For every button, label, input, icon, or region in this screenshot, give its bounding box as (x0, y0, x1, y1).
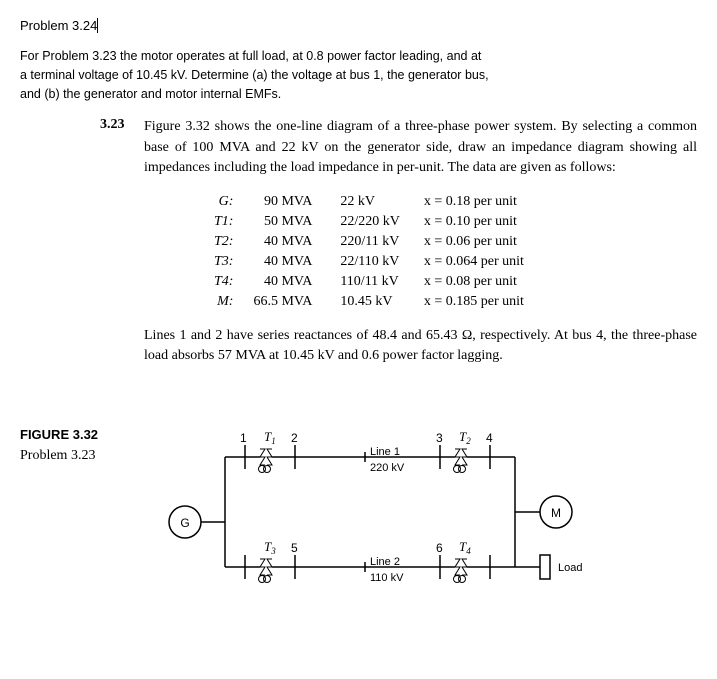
line1-voltage: 220 kV (370, 462, 405, 474)
ref-problem-body: Figure 3.32 shows the one-line diagram o… (144, 117, 697, 366)
bus3-label: 3 (436, 431, 443, 445)
figure-subtitle: Problem 3.23 (20, 448, 160, 464)
svg-text:T4: T4 (459, 539, 471, 556)
figure-caption: FIGURE 3.32 Problem 3.23 (20, 427, 160, 617)
line2-voltage: 110 kV (370, 572, 404, 584)
intro-line-2: a terminal voltage of 10.45 kV. Determin… (20, 68, 489, 82)
t4-icon (454, 559, 468, 583)
bus2-label: 2 (291, 431, 298, 445)
figure-block: FIGURE 3.32 Problem 3.23 G 1 T1 (20, 427, 697, 617)
table-row: T1:50 MVA22/220 kVx = 0.10 per unit (204, 212, 534, 232)
ref-problem-text: Figure 3.32 shows the one-line diagram o… (144, 117, 697, 178)
table-row: T3:40 MVA22/110 kVx = 0.064 per unit (204, 252, 534, 272)
ref-problem-number: 3.23 (100, 117, 144, 366)
bus6-label: 6 (436, 541, 443, 555)
figure-title: FIGURE 3.32 (20, 427, 160, 442)
table-row: G:90 MVA22 kVx = 0.18 per unit (204, 192, 534, 212)
bus4-label: 4 (486, 431, 493, 445)
table-row: T2:40 MVA220/11 kVx = 0.06 per unit (204, 232, 534, 252)
svg-text:T3: T3 (264, 539, 276, 556)
referenced-problem: 3.23 Figure 3.32 shows the one-line diag… (100, 117, 697, 366)
heading-text: Problem 3.24 (20, 18, 98, 33)
t2-icon (454, 449, 468, 473)
follow-text: Lines 1 and 2 have series reactances of … (144, 326, 697, 367)
diagram-svg: G 1 T1 2 Line 1 220 kV (160, 427, 630, 617)
equipment-table: G:90 MVA22 kVx = 0.18 per unit T1:50 MVA… (204, 192, 534, 312)
line2-label: Line 2 (370, 556, 400, 568)
t1-icon (259, 449, 273, 473)
svg-text:T1: T1 (264, 429, 276, 446)
intro-paragraph: For Problem 3.23 the motor operates at f… (20, 47, 697, 103)
bus5-label: 5 (291, 541, 298, 555)
bus1-label: 1 (240, 431, 247, 445)
line1-label: Line 1 (370, 446, 400, 458)
intro-line-1: For Problem 3.23 the motor operates at f… (20, 49, 481, 63)
motor-label: M (551, 506, 561, 520)
svg-text:T2: T2 (459, 429, 471, 446)
one-line-diagram: G 1 T1 2 Line 1 220 kV (160, 427, 697, 617)
t3-icon (259, 559, 273, 583)
table-row: T4:40 MVA110/11 kVx = 0.08 per unit (204, 272, 534, 292)
intro-line-3: and (b) the generator and motor internal… (20, 87, 281, 101)
load-label: Load (558, 562, 582, 574)
table-row: M:66.5 MVA10.45 kVx = 0.185 per unit (204, 292, 534, 312)
gen-label: G (180, 516, 189, 530)
problem-heading: Problem 3.24 (20, 18, 697, 33)
